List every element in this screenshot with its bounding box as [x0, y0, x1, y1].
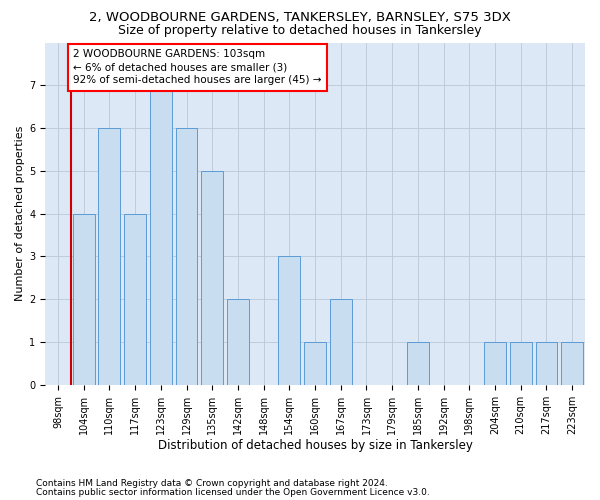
Bar: [536, 342, 557, 385]
Text: 2 WOODBOURNE GARDENS: 103sqm
← 6% of detached houses are smaller (3)
92% of semi: 2 WOODBOURNE GARDENS: 103sqm ← 6% of det…: [73, 49, 322, 86]
Bar: [176, 128, 197, 385]
Text: Contains public sector information licensed under the Open Government Licence v3: Contains public sector information licen…: [36, 488, 430, 497]
Bar: [202, 171, 223, 385]
Bar: [304, 342, 326, 385]
Bar: [124, 214, 146, 385]
Bar: [278, 256, 300, 385]
Text: Size of property relative to detached houses in Tankersley: Size of property relative to detached ho…: [118, 24, 482, 37]
Bar: [510, 342, 532, 385]
Bar: [73, 214, 95, 385]
Bar: [561, 342, 583, 385]
Bar: [227, 300, 249, 385]
Bar: [484, 342, 506, 385]
X-axis label: Distribution of detached houses by size in Tankersley: Distribution of detached houses by size …: [158, 440, 473, 452]
Bar: [98, 128, 121, 385]
Y-axis label: Number of detached properties: Number of detached properties: [15, 126, 25, 302]
Bar: [330, 300, 352, 385]
Bar: [150, 86, 172, 385]
Bar: [407, 342, 429, 385]
Text: Contains HM Land Registry data © Crown copyright and database right 2024.: Contains HM Land Registry data © Crown c…: [36, 478, 388, 488]
Text: 2, WOODBOURNE GARDENS, TANKERSLEY, BARNSLEY, S75 3DX: 2, WOODBOURNE GARDENS, TANKERSLEY, BARNS…: [89, 11, 511, 24]
